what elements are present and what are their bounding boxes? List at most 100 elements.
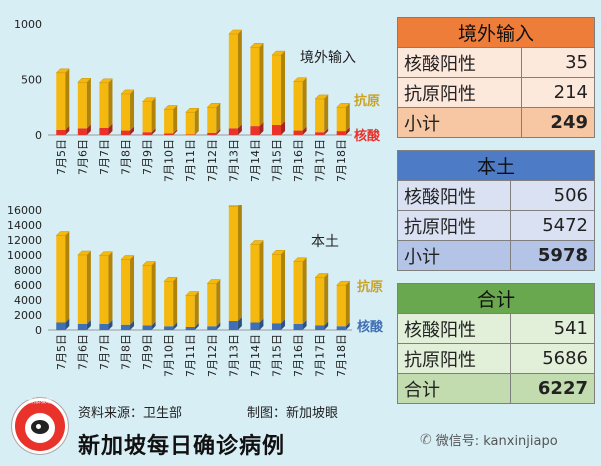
local-x-label-10: 7月15日: [271, 334, 284, 377]
local-bar-0-9: [250, 318, 264, 330]
overseas-legend-1: 抗原: [354, 93, 380, 109]
local-bar-0-13: [336, 322, 350, 330]
brand-logo-text: 新加坡眼: [27, 398, 52, 405]
local-x-label-1: 7月6日: [76, 334, 89, 370]
local-bar-0-1: [77, 320, 91, 330]
local-bar-1-7: [206, 279, 221, 327]
overseas-x-label-13: 7月18日: [335, 139, 348, 182]
local-bar-0-5: [164, 322, 178, 330]
local-table-title: 本土: [397, 150, 595, 181]
data-source: 资料来源：卫生部: [78, 406, 183, 421]
local-bar-0-4: [142, 321, 156, 330]
overseas-x-label-8: 7月13日: [227, 139, 240, 182]
overseas-x-label-10: 7月15日: [271, 139, 284, 182]
overseas-y-tick-2: 1000: [14, 18, 42, 31]
overseas-pcr-label: 核酸阳性: [397, 47, 522, 78]
wechat-id-text: 微信号: kanxinjiapo: [435, 434, 558, 449]
total-sum-value: 6227: [510, 373, 595, 404]
overseas-x-label-12: 7月17日: [314, 139, 327, 182]
local-x-label-6: 7月11日: [184, 334, 197, 377]
overseas-bar-0-12: [315, 128, 329, 135]
local-table: 本土 核酸阳性 506 抗原阳性 5472 小计 5978: [396, 150, 595, 271]
total-art-label: 抗原阳性: [396, 343, 512, 374]
overseas-bar-0-11: [293, 126, 307, 135]
overseas-art-value: 214: [520, 77, 595, 108]
overseas-x-label-0: 7月5日: [55, 139, 68, 175]
local-bar-0-0: [56, 318, 70, 330]
local-subtotal-value: 5978: [510, 240, 595, 271]
local-x-label-4: 7月9日: [141, 334, 154, 370]
local-y-tick-0: 0: [35, 324, 42, 337]
local-bar-1-12: [314, 273, 329, 326]
page-title: 新加坡每日确诊病例: [78, 434, 286, 459]
local-bar-1-13: [336, 280, 351, 327]
overseas-bar-1-6: [185, 107, 200, 135]
local-y-tick-5: 10000: [7, 249, 42, 262]
overseas-bar-1-13: [336, 103, 351, 132]
local-bar-1-4: [141, 261, 157, 326]
wechat-icon: ✆: [420, 431, 432, 448]
overseas-y-tick-0: 0: [35, 129, 42, 142]
overseas-x-label-1: 7月6日: [76, 139, 89, 175]
overseas-bar-1-7: [206, 103, 221, 133]
overseas-legend-0: 核酸: [354, 128, 381, 144]
overseas-subtotal-label: 小计: [397, 107, 522, 138]
overseas-x-label-6: 7月11日: [184, 139, 197, 182]
local-pcr-label: 核酸阳性: [396, 180, 512, 211]
total-sum-label: 合计: [396, 373, 512, 404]
local-bar-0-12: [315, 321, 329, 330]
local-pcr-value: 506: [510, 180, 595, 211]
overseas-bar-1-9: [249, 43, 265, 127]
brand-logo: [12, 398, 68, 454]
overseas-bar-1-2: [98, 78, 114, 128]
overseas-bar-0-5: [164, 129, 178, 135]
local-annotation: 本土: [311, 234, 339, 250]
local-art-label: 抗原阳性: [396, 210, 512, 241]
local-x-label-12: 7月17日: [314, 334, 327, 377]
local-bar-1-8: [228, 205, 242, 321]
local-x-label-5: 7月10日: [163, 334, 176, 377]
overseas-x-label-7: 7月12日: [206, 139, 219, 182]
local-bar-1-9: [249, 240, 265, 323]
local-y-tick-1: 2000: [14, 309, 42, 322]
local-bar-1-5: [163, 277, 178, 327]
local-bar-0-7: [207, 322, 221, 330]
overseas-x-label-5: 7月10日: [163, 139, 176, 182]
chart-maker: 制图：新加坡眼: [247, 406, 339, 421]
eye-icon: [25, 413, 55, 443]
local-x-label-8: 7月13日: [227, 334, 240, 377]
total-table: 合计 核酸阳性 541 抗原阳性 5686 合计 6227: [396, 283, 595, 404]
local-bar-1-1: [77, 250, 92, 324]
local-x-label-3: 7月8日: [120, 334, 133, 370]
overseas-table-title: 境外输入: [397, 17, 595, 48]
overseas-bar-0-4: [142, 128, 156, 135]
local-bar-1-3: [120, 255, 135, 325]
chart-local-cases: 0 2000 4000 6000 8000 10000 12000 14000 16000 7月5…: [7, 205, 384, 377]
total-table-title: 合计: [397, 283, 595, 314]
overseas-table: 境外输入 核酸阳性 35 抗原阳性 214 小计 249: [397, 17, 595, 138]
overseas-annotation: 境外输入: [300, 50, 356, 66]
local-y-tick-7: 14000: [7, 219, 42, 232]
local-bar-0-6: [185, 323, 199, 330]
overseas-bar-1-5: [163, 105, 178, 134]
local-bar-1-10: [271, 250, 286, 324]
total-art-value: 5686: [510, 343, 595, 374]
overseas-bar-1-3: [120, 89, 135, 131]
local-bar-0-11: [293, 320, 307, 330]
local-bar-0-8: [228, 317, 242, 330]
overseas-x-label-11: 7月16日: [292, 139, 305, 182]
local-subtotal-label: 小计: [396, 240, 512, 271]
overseas-bar-1-10: [271, 50, 286, 126]
local-y-tick-8: 16000: [7, 205, 42, 217]
overseas-bar-0-6: [185, 130, 199, 135]
local-x-label-2: 7月7日: [98, 334, 111, 370]
overseas-bar-0-2: [99, 123, 113, 135]
local-x-label-7: 7月12日: [206, 334, 219, 377]
overseas-bar-1-4: [141, 97, 157, 133]
overseas-bar-1-0: [55, 68, 70, 131]
local-y-tick-4: 8000: [14, 264, 42, 277]
local-bar-0-2: [99, 320, 113, 330]
local-y-tick-6: 12000: [7, 234, 42, 247]
local-art-value: 5472: [510, 210, 595, 241]
overseas-y-tick-1: 500: [21, 74, 42, 87]
